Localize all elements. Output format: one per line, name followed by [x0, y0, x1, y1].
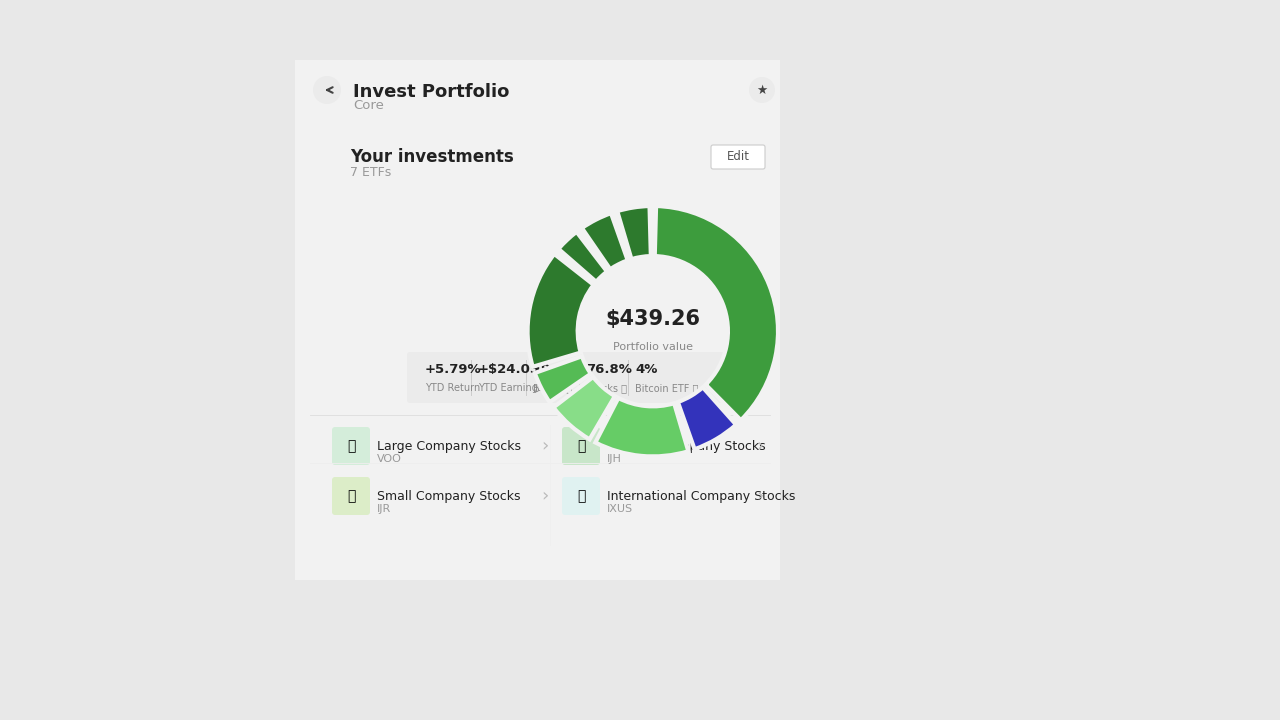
Text: YTD Earnings: YTD Earnings [477, 383, 543, 393]
Text: IJH: IJH [607, 454, 622, 464]
Text: Medium Company Stocks: Medium Company Stocks [607, 440, 765, 453]
Text: 4%: 4% [635, 363, 658, 376]
FancyBboxPatch shape [562, 427, 600, 465]
Text: 🏢: 🏢 [347, 439, 355, 453]
Circle shape [314, 76, 340, 104]
Text: ›: › [756, 487, 764, 505]
Wedge shape [678, 387, 736, 449]
Text: 7 ETFs: 7 ETFs [349, 166, 392, 179]
FancyBboxPatch shape [710, 145, 765, 169]
Text: Core: Core [353, 99, 384, 112]
Text: Bonds ⓘ: Bonds ⓘ [532, 383, 572, 393]
Text: Bitcoin ETF ⓘ: Bitcoin ETF ⓘ [635, 383, 699, 393]
Text: ›: › [541, 487, 549, 505]
Text: Small Company Stocks: Small Company Stocks [378, 490, 521, 503]
Text: +5.79%: +5.79% [425, 363, 481, 376]
Text: Invest Portfolio: Invest Portfolio [353, 83, 509, 101]
Wedge shape [655, 206, 778, 420]
Text: 🏢: 🏢 [347, 489, 355, 503]
Text: ★: ★ [756, 84, 768, 96]
Wedge shape [595, 398, 689, 456]
Text: ›: › [756, 437, 764, 455]
Text: YTD Return: YTD Return [425, 383, 480, 393]
Text: International Company Stocks: International Company Stocks [607, 490, 795, 503]
Text: ›: › [541, 437, 549, 455]
Text: VOO: VOO [378, 454, 402, 464]
Text: IJR: IJR [378, 504, 392, 514]
Text: Large Company Stocks: Large Company Stocks [378, 440, 521, 453]
Text: Your investments: Your investments [349, 148, 513, 166]
Text: 76.8%: 76.8% [586, 363, 632, 376]
Text: $439.26: $439.26 [605, 309, 700, 328]
Circle shape [749, 77, 774, 103]
FancyBboxPatch shape [332, 427, 370, 465]
FancyBboxPatch shape [562, 477, 600, 515]
Wedge shape [535, 356, 591, 402]
FancyBboxPatch shape [407, 352, 748, 403]
Wedge shape [582, 213, 627, 269]
Wedge shape [553, 377, 614, 439]
FancyBboxPatch shape [294, 60, 780, 580]
Text: IXUS: IXUS [607, 504, 634, 514]
Text: Stocks ⓘ: Stocks ⓘ [586, 383, 627, 393]
Text: Portfolio value: Portfolio value [613, 343, 692, 353]
Wedge shape [617, 206, 650, 259]
Text: 🏢: 🏢 [577, 489, 585, 503]
Text: 19.2%: 19.2% [532, 363, 579, 376]
Text: +$24.05: +$24.05 [477, 363, 540, 376]
Wedge shape [527, 254, 594, 366]
Wedge shape [558, 232, 607, 282]
FancyBboxPatch shape [332, 477, 370, 515]
Text: Edit: Edit [727, 150, 750, 163]
Text: 🏢: 🏢 [577, 439, 585, 453]
